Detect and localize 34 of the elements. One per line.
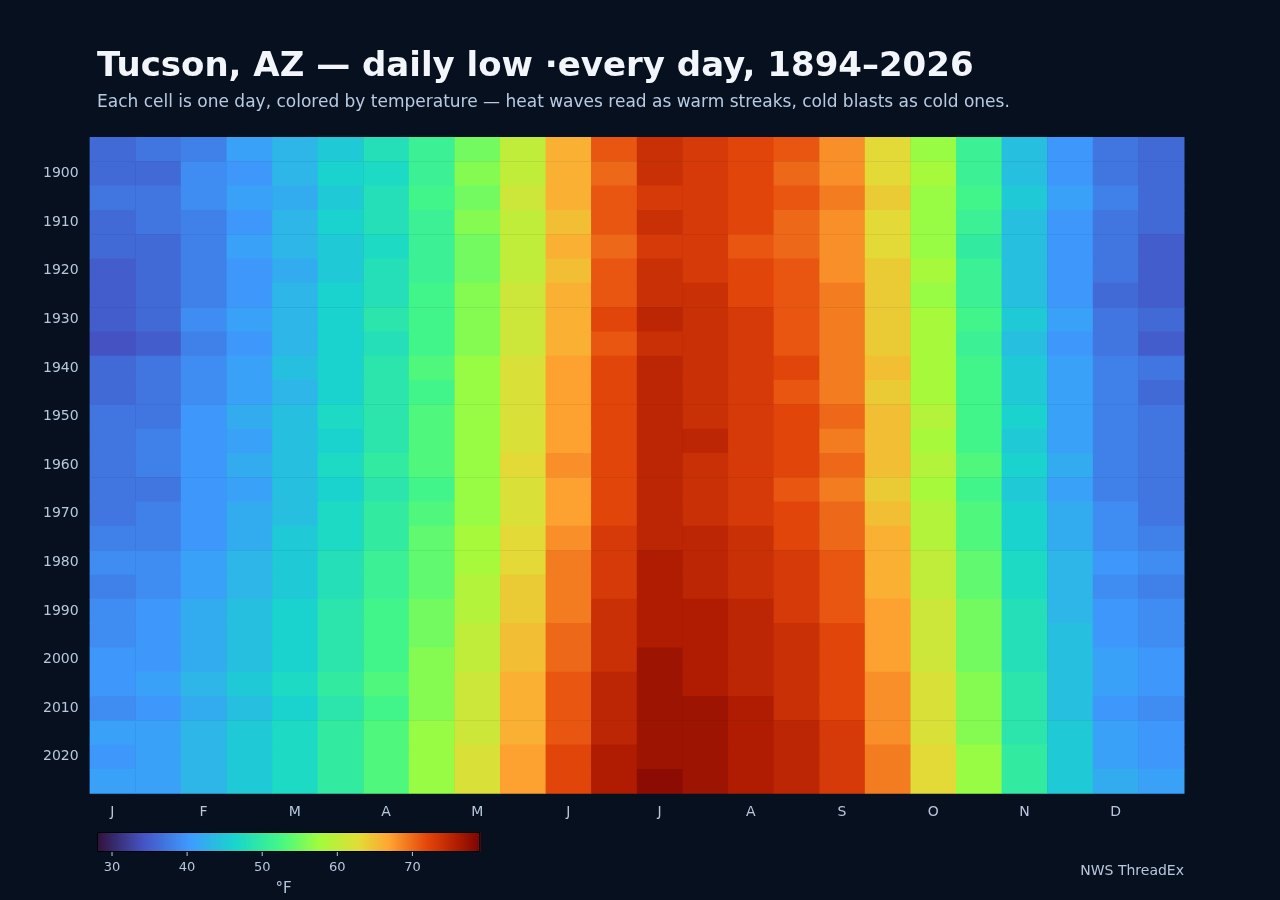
x-tick-label: N [1019,803,1030,820]
color-bar-title: °F [275,879,292,898]
color-bar-label: 60 [329,858,346,874]
x-tick-label: F [199,803,208,820]
y-tick-label: 1940 [42,358,79,375]
x-tick-label: A [381,803,392,820]
y-tick-label: 2000 [42,650,79,667]
color-bar-label: 70 [404,858,421,874]
x-tick-label: M [288,803,301,820]
x-tick-label: O [927,803,939,820]
chart-title: Tucson, AZ — daily low ·every day, 1894–2026 [97,44,974,84]
x-tick-label: S [837,803,847,820]
y-tick-label: 1930 [42,309,79,326]
y-tick-label: 1990 [42,601,79,618]
x-tick-label: A [746,803,757,820]
x-tick-label: J [565,803,571,820]
color-bar-label: 50 [253,858,271,874]
y-tick-label: 1950 [42,407,79,424]
x-tick-label: D [1110,803,1121,820]
color-bar-label: 40 [178,858,196,874]
y-tick-label: 2020 [42,747,79,764]
chart-subtitle: Each cell is one day, colored by temperature — heat waves read as warm streaks, cold blasts as cold ones. [97,91,1010,111]
text: NWS ThreadEx [1080,861,1184,878]
y-tick-label: 2010 [42,698,79,715]
y-tick-label: 1910 [42,212,79,229]
y-tick-label: 1980 [42,552,79,569]
color-bar-label: 30 [103,858,121,874]
y-tick-label: 1970 [42,504,79,521]
x-tick-label: J [109,803,115,820]
y-tick-label: 1900 [42,164,79,181]
y-tick-label: 1960 [42,455,79,472]
x-tick-label: M [471,803,484,820]
y-tick-label: 1920 [42,261,79,278]
x-tick-label: J [656,803,662,820]
